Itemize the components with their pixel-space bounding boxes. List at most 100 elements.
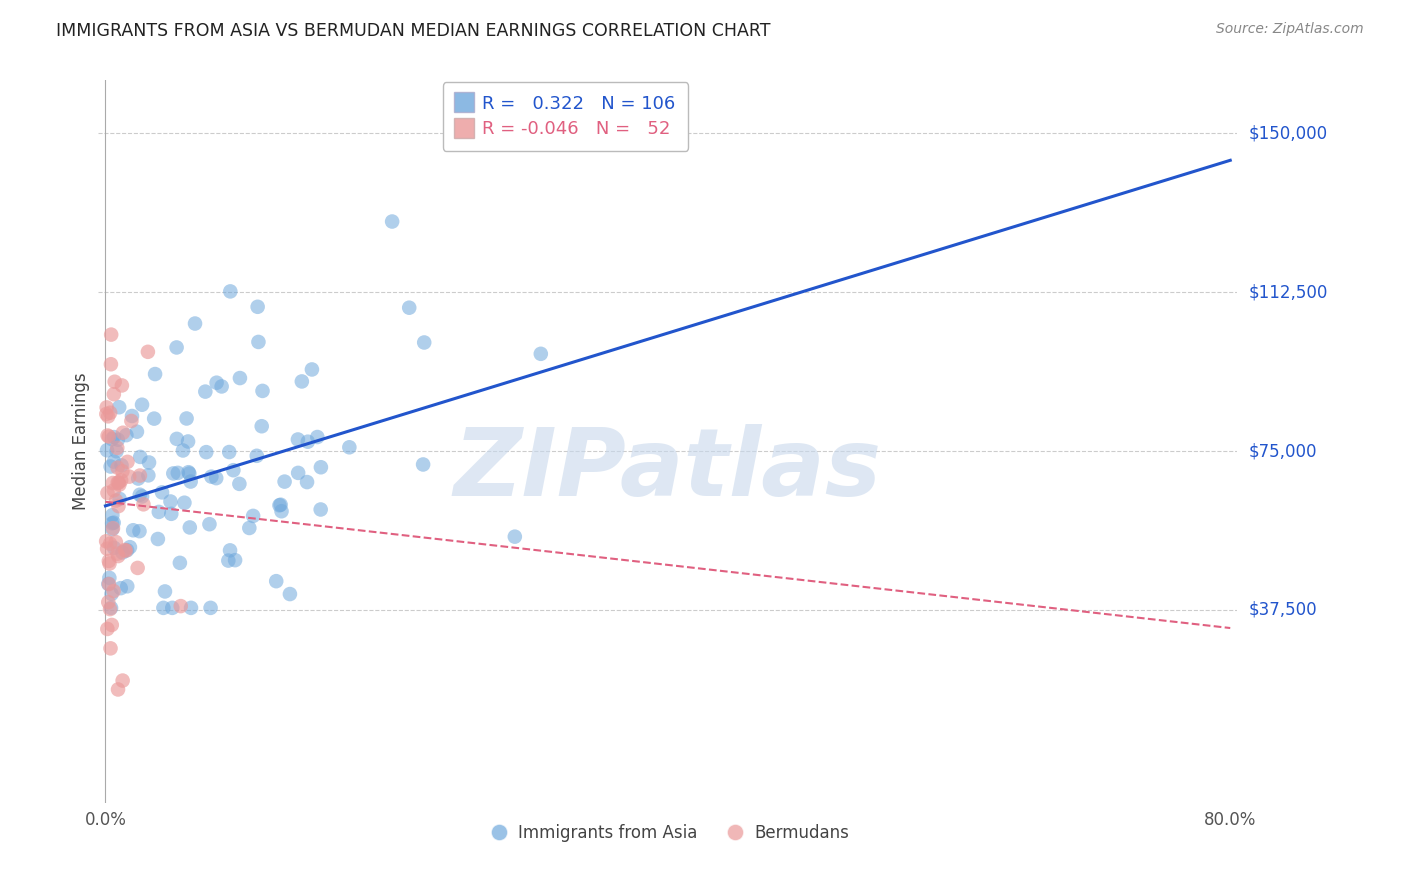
- Point: [143, 411, 166, 425]
- Point: [143, 367, 166, 381]
- Point: [104, 375, 127, 389]
- Point: [97, 409, 120, 424]
- Point: [211, 379, 233, 393]
- Point: [127, 561, 149, 575]
- Point: [110, 473, 132, 487]
- Point: [273, 475, 295, 489]
- Point: [107, 682, 129, 697]
- Point: [242, 508, 264, 523]
- Point: [530, 347, 553, 361]
- Point: [307, 430, 329, 444]
- Point: [150, 485, 173, 500]
- Point: [121, 409, 143, 423]
- Point: [97, 554, 120, 568]
- Point: [177, 465, 200, 479]
- Text: Source: ZipAtlas.com: Source: ZipAtlas.com: [1216, 22, 1364, 37]
- Point: [136, 344, 159, 359]
- Point: [246, 300, 269, 314]
- Point: [117, 455, 139, 469]
- Point: [101, 522, 124, 536]
- Point: [264, 574, 287, 589]
- Point: [381, 214, 404, 228]
- Point: [162, 467, 184, 481]
- Point: [107, 475, 129, 490]
- Point: [100, 641, 122, 656]
- Point: [287, 433, 309, 447]
- Point: [250, 419, 273, 434]
- Point: [138, 468, 160, 483]
- Point: [246, 449, 269, 463]
- Point: [118, 469, 141, 483]
- Point: [98, 557, 121, 571]
- Point: [98, 571, 121, 585]
- Point: [129, 468, 152, 483]
- Point: [128, 488, 150, 502]
- Point: [269, 498, 291, 512]
- Point: [166, 466, 188, 480]
- Point: [103, 584, 125, 599]
- Point: [101, 521, 124, 535]
- Point: [107, 460, 129, 475]
- Point: [177, 434, 200, 449]
- Point: [108, 401, 131, 415]
- Point: [101, 432, 124, 446]
- Point: [108, 491, 131, 506]
- Point: [309, 460, 332, 475]
- Point: [148, 505, 170, 519]
- Point: [162, 600, 184, 615]
- Point: [101, 618, 124, 632]
- Point: [132, 497, 155, 511]
- Point: [96, 443, 118, 458]
- Point: [101, 475, 124, 490]
- Point: [100, 459, 122, 474]
- Y-axis label: Median Earnings: Median Earnings: [72, 373, 90, 510]
- Point: [103, 516, 125, 530]
- Point: [107, 499, 129, 513]
- Point: [247, 334, 270, 349]
- Point: [222, 463, 245, 477]
- Point: [295, 475, 318, 489]
- Point: [238, 521, 260, 535]
- Point: [170, 599, 193, 613]
- Point: [103, 483, 125, 498]
- Point: [125, 425, 148, 439]
- Point: [205, 376, 228, 390]
- Point: [96, 541, 118, 556]
- Point: [97, 595, 120, 609]
- Point: [111, 464, 134, 478]
- Point: [101, 516, 124, 531]
- Point: [194, 384, 217, 399]
- Point: [117, 579, 139, 593]
- Legend: Immigrants from Asia, Bermudans: Immigrants from Asia, Bermudans: [479, 817, 856, 848]
- Point: [195, 445, 218, 459]
- Point: [118, 540, 141, 554]
- Point: [291, 375, 314, 389]
- Point: [97, 429, 120, 443]
- Point: [412, 458, 434, 472]
- Point: [120, 414, 142, 428]
- Point: [105, 493, 128, 508]
- Point: [200, 600, 222, 615]
- Point: [115, 543, 138, 558]
- Point: [287, 466, 309, 480]
- Point: [309, 502, 332, 516]
- Point: [297, 434, 319, 449]
- Point: [96, 534, 118, 549]
- Point: [176, 411, 198, 425]
- Point: [131, 398, 153, 412]
- Point: [98, 406, 121, 420]
- Point: [166, 341, 188, 355]
- Point: [152, 600, 174, 615]
- Point: [103, 455, 125, 469]
- Point: [122, 523, 145, 537]
- Point: [103, 430, 125, 444]
- Point: [111, 673, 134, 688]
- Point: [97, 577, 120, 591]
- Point: [159, 494, 181, 508]
- Point: [278, 587, 301, 601]
- Point: [200, 469, 222, 483]
- Point: [219, 285, 242, 299]
- Point: [146, 532, 169, 546]
- Point: [96, 622, 118, 636]
- Point: [103, 387, 125, 401]
